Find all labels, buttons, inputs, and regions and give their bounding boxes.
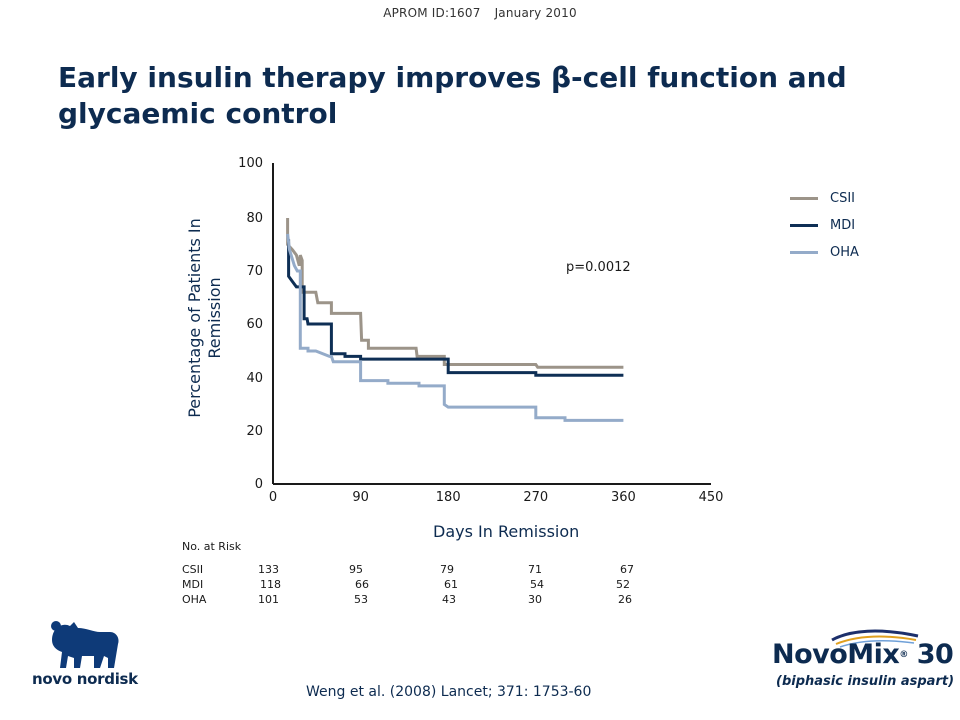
legend-label-csii: CSII	[830, 191, 855, 206]
chart-series	[286, 218, 624, 422]
y-axis-label-line-1: Percentage of Patients In	[185, 218, 204, 418]
citation: Weng et al. (2008) Lancet; 371: 1753-60	[306, 684, 592, 700]
risk-cell: 54	[530, 578, 544, 591]
registered-mark-icon: ®	[899, 650, 908, 660]
y-tick-label: 0	[255, 477, 263, 492]
x-tick-label: 450	[699, 490, 724, 505]
legend-item-csii: CSII	[790, 185, 859, 212]
y-tick-label: 60	[246, 317, 263, 332]
risk-row-mdi: MDI 118 66 61 54 52	[182, 578, 630, 593]
legend-item-oha: OHA	[790, 239, 859, 266]
slide-title: Early insulin therapy improves β-cell fu…	[58, 61, 847, 130]
risk-cell: 53	[354, 593, 368, 606]
risk-cell: 95	[349, 563, 363, 576]
p-value-annotation: p=0.0012	[566, 260, 631, 275]
legend-swatch-csii	[790, 197, 818, 200]
risk-cell: 26	[618, 593, 632, 606]
risk-cell: 71	[528, 563, 542, 576]
risk-row-label: CSII	[182, 563, 204, 576]
y-tick-label: 100	[238, 156, 263, 171]
risk-row-label: OHA	[182, 593, 207, 606]
legend-label-mdi: MDI	[830, 218, 856, 233]
risk-table-title: No. at Risk	[182, 540, 242, 553]
legend-swatch-oha	[790, 251, 818, 254]
novomix-subtitle: (biphasic insulin aspart)	[776, 674, 955, 689]
header-date: January 2010	[494, 6, 577, 20]
risk-cell: 79	[440, 563, 454, 576]
novo-nordisk-bull-logo	[51, 621, 119, 668]
chart-legend: CSII MDI OHA	[790, 185, 859, 266]
risk-cell: 118	[260, 578, 281, 591]
x-tick-label: 270	[523, 490, 548, 505]
risk-cell: 52	[616, 578, 630, 591]
novomix-swoosh-logo	[831, 629, 919, 648]
legend-swatch-mdi	[790, 224, 818, 227]
x-tick-label: 360	[611, 490, 636, 505]
risk-cell: 101	[258, 593, 279, 606]
risk-cell: 66	[355, 578, 369, 591]
series-line-oha	[286, 233, 624, 422]
novomix-brand: NovoMix® 30	[772, 639, 954, 670]
y-tick-label: 70	[246, 264, 263, 279]
risk-cell: 133	[258, 563, 279, 576]
novomix-name: NovoMix	[772, 639, 900, 670]
y-tick-label: 40	[246, 371, 263, 386]
x-tick-label: 90	[352, 490, 369, 505]
risk-cell: 43	[442, 593, 456, 606]
header-reference: APROM ID:1607 January 2010	[0, 6, 960, 20]
x-tick-label: 180	[436, 490, 461, 505]
x-axis-label: Days In Remission	[433, 522, 580, 541]
y-tick-label: 80	[246, 211, 263, 226]
risk-cell: 30	[528, 593, 542, 606]
risk-row-label: MDI	[182, 578, 204, 591]
y-tick-label: 20	[246, 424, 263, 439]
chart-axes	[272, 163, 711, 485]
novo-nordisk-wordmark: novo nordisk	[32, 670, 138, 688]
risk-row-csii: CSII 133 95 79 71 67	[182, 563, 634, 578]
series-line-csii	[286, 218, 624, 369]
chart-ticks: 0 20 40 60 70 80 100 0 90 180 270 360 450	[238, 156, 723, 505]
risk-cell: 61	[444, 578, 458, 591]
y-axis-label: Percentage of Patients In Remission	[185, 218, 225, 418]
series-line-mdi	[287, 239, 624, 377]
legend-label-oha: OHA	[830, 245, 859, 260]
aprom-id: APROM ID:1607	[383, 6, 481, 20]
legend-item-mdi: MDI	[790, 212, 859, 239]
risk-table: No. at Risk CSII 133 95 79 71 67 MDI 118…	[182, 540, 634, 608]
risk-row-oha: OHA 101 53 43 30 26	[182, 593, 632, 608]
risk-cell: 67	[620, 563, 634, 576]
y-axis-label-line-2: Remission	[205, 277, 224, 359]
x-tick-label: 0	[269, 490, 277, 505]
novomix-number: 30	[916, 639, 954, 670]
